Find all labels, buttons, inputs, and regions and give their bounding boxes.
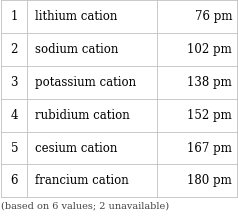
Text: 5: 5: [10, 142, 18, 155]
Text: sodium cation: sodium cation: [35, 43, 118, 56]
Text: francium cation: francium cation: [35, 174, 128, 187]
Text: 102 pm: 102 pm: [187, 43, 232, 56]
Text: 4: 4: [10, 109, 18, 122]
Text: cesium cation: cesium cation: [35, 142, 117, 155]
Text: 6: 6: [10, 174, 18, 187]
Text: 138 pm: 138 pm: [187, 76, 232, 89]
Text: 152 pm: 152 pm: [187, 109, 232, 122]
Text: (based on 6 values; 2 unavailable): (based on 6 values; 2 unavailable): [1, 202, 169, 211]
Text: 76 pm: 76 pm: [194, 10, 232, 23]
Text: 3: 3: [10, 76, 18, 89]
Text: 2: 2: [11, 43, 18, 56]
Text: 1: 1: [11, 10, 18, 23]
Text: 167 pm: 167 pm: [187, 142, 232, 155]
Text: potassium cation: potassium cation: [35, 76, 136, 89]
Text: rubidium cation: rubidium cation: [35, 109, 129, 122]
Text: 180 pm: 180 pm: [187, 174, 232, 187]
Text: lithium cation: lithium cation: [35, 10, 117, 23]
